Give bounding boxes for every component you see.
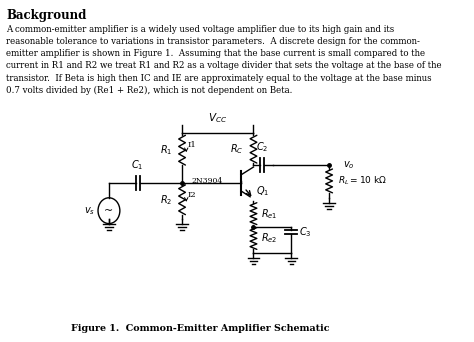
Text: $R_2$: $R_2$ <box>160 193 172 207</box>
Text: A common-emitter amplifier is a widely used voltage amplifier due to its high ga: A common-emitter amplifier is a widely u… <box>7 25 395 34</box>
Text: transistor.  If Beta is high then IC and IE are approximately equal to the volta: transistor. If Beta is high then IC and … <box>7 74 432 83</box>
Text: current in R1 and R2 we treat R1 and R2 as a voltage divider that sets the volta: current in R1 and R2 we treat R1 and R2 … <box>7 62 442 70</box>
Text: $V_{CC}$: $V_{CC}$ <box>208 111 228 126</box>
Text: Background: Background <box>7 9 87 22</box>
Text: $C_2$: $C_2$ <box>256 140 268 154</box>
Text: $R_{e1}$: $R_{e1}$ <box>261 207 278 221</box>
Text: $R_1$: $R_1$ <box>160 143 172 157</box>
Text: $R_{e2}$: $R_{e2}$ <box>261 232 278 245</box>
Text: $Q_1$: $Q_1$ <box>256 184 269 198</box>
Text: $C_3$: $C_3$ <box>299 225 311 239</box>
Text: reasonable tolerance to variations in transistor parameters.  A discrete design : reasonable tolerance to variations in tr… <box>7 37 420 46</box>
Text: I1: I1 <box>188 141 197 149</box>
Text: $v_s$: $v_s$ <box>83 205 95 216</box>
Text: 2N3904: 2N3904 <box>191 177 222 185</box>
Text: $R_C$: $R_C$ <box>230 142 243 156</box>
Text: $C_1$: $C_1$ <box>131 158 144 172</box>
Text: emitter amplifier is shown in Figure 1.  Assuming that the base current is small: emitter amplifier is shown in Figure 1. … <box>7 49 426 58</box>
Text: $v_o$: $v_o$ <box>343 159 354 171</box>
Text: $R_L = 10\ \mathrm{k\Omega}$: $R_L = 10\ \mathrm{k\Omega}$ <box>337 175 387 187</box>
Text: I2: I2 <box>188 191 197 199</box>
Text: Figure 1.  Common-Emitter Amplifier Schematic: Figure 1. Common-Emitter Amplifier Schem… <box>71 324 330 333</box>
Text: 0.7 volts divided by (Re1 + Re2), which is not dependent on Beta.: 0.7 volts divided by (Re1 + Re2), which … <box>7 86 293 95</box>
Text: ~: ~ <box>104 206 114 216</box>
